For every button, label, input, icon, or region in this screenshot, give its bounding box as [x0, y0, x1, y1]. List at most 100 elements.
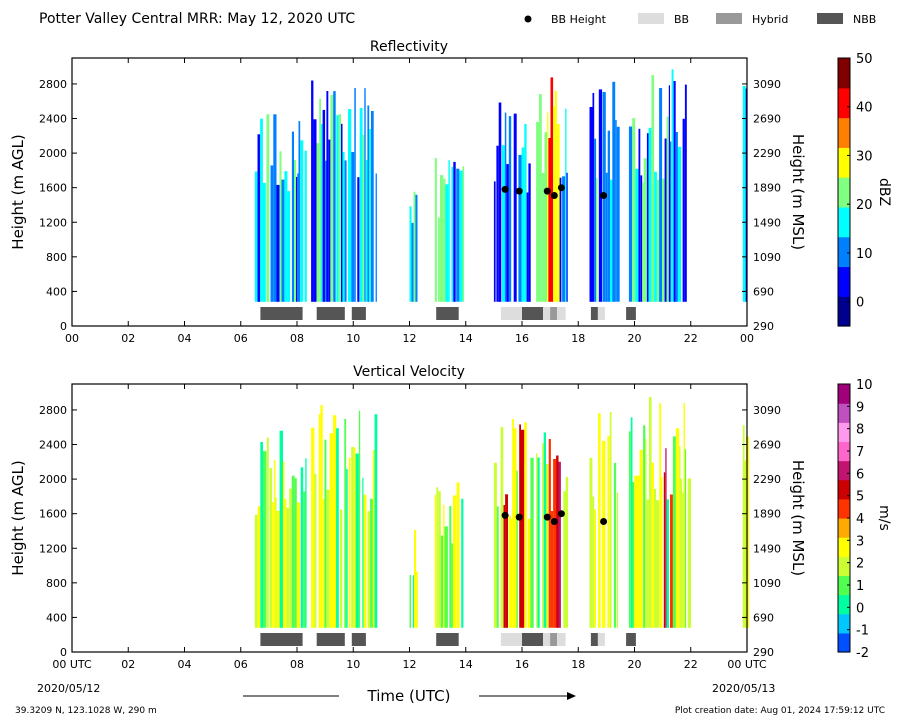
velocity-y-tick-label: 2400: [39, 439, 67, 452]
velocity-echo-column: [665, 448, 667, 628]
reflectivity-echo-column: [451, 166, 454, 302]
reflectivity-x-tick-label: 16: [515, 332, 529, 345]
reflectivity-x-tick-label: 14: [459, 332, 473, 345]
velocity-colorbar-segment: [838, 594, 850, 615]
reflectivity-echo-column: [638, 128, 641, 302]
reflectivity-echo-column: [313, 119, 317, 302]
velocity-echo-column: [670, 494, 673, 628]
velocity-echo-column: [682, 492, 684, 628]
reflectivity-x-tick-label: 22: [684, 332, 698, 345]
velocity-colorbar-tick-label: 1: [856, 579, 864, 594]
velocity-echo-column: [440, 535, 444, 628]
velocity-echo-column: [348, 457, 351, 628]
reflectivity-echo-column: [437, 217, 440, 302]
velocity-echo-column: [353, 447, 356, 628]
reflectivity-echo-column: [526, 192, 529, 302]
velocity-echo-column: [436, 487, 439, 628]
velocity-bb-height-point: [501, 511, 509, 519]
velocity-bb-height-point: [515, 513, 523, 521]
velocity-echo-column: [461, 498, 464, 628]
reflectivity-axis-ticks: 00 02 04 06 08 10 12 14 16 18 20 22 0004008001200160…: [39, 58, 781, 345]
reflectivity-x-tick-label: 06: [234, 332, 248, 345]
time-axis-arrow-head: [567, 692, 576, 700]
reflectivity-echo-column: [322, 109, 326, 302]
reflectivity-colorbar-segment: [838, 206, 850, 238]
velocity-echo-column: [367, 511, 371, 628]
velocity-echo-column: [320, 405, 323, 628]
velocity-echo-column: [594, 509, 596, 628]
reflectivity-ylabel: Height (m AGL): [9, 134, 27, 249]
velocity-echo-column: [742, 425, 745, 628]
velocity-x-tick-label: 16: [515, 658, 529, 671]
velocity-echo-column: [333, 415, 337, 628]
reflectivity-colorbar: 50 40 30 20 10 0: [837, 52, 873, 327]
velocity-colorbar-tick-label: -2: [856, 646, 869, 661]
velocity-echo-column: [311, 427, 315, 628]
reflectivity-bb-class-bar: [351, 307, 366, 320]
reflectivity-echo-column: [659, 88, 663, 302]
reflectivity-echo-column: [518, 154, 522, 302]
reflectivity-bb-class-bar: [260, 307, 303, 320]
velocity-echo-column: [663, 472, 666, 628]
reflectivity-x-tick-label: 00: [740, 332, 754, 345]
reflectivity-echo-column: [632, 118, 636, 302]
reflectivity-echo-column: [496, 145, 499, 302]
reflectivity-x-tick-label: 20: [628, 332, 642, 345]
velocity-colorbar-segment: [838, 556, 850, 577]
velocity-echo-column: [414, 530, 417, 628]
velocity-echo-column: [602, 440, 606, 628]
velocity-echo-column: [651, 462, 654, 628]
reflectivity-bb-class-bar: [436, 307, 459, 320]
velocity-y-tick-label: 2000: [39, 473, 67, 486]
velocity-echo-column: [516, 470, 518, 628]
reflectivity-echo-column: [513, 113, 517, 302]
reflectivity-echo-column: [616, 126, 620, 302]
reflectivity-echo-column: [336, 115, 339, 302]
velocity-echo-column: [634, 475, 638, 628]
reflectivity-title: Reflectivity: [370, 39, 448, 55]
reflectivity-echo-column: [364, 88, 366, 302]
start-date-label: 2020/05/12: [37, 682, 100, 695]
velocity-ylabel-right: Height (m MSL): [789, 460, 807, 576]
velocity-echo-column: [294, 478, 297, 628]
reflectivity-echo-column: [316, 143, 320, 302]
velocity-echo-column: [370, 498, 373, 628]
reflectivity-echo-column: [348, 109, 352, 302]
velocity-colorbar-tick-label: 4: [856, 512, 864, 527]
velocity-bb-points: [501, 510, 608, 525]
velocity-echo-column: [598, 413, 601, 628]
velocity-echo-column: [496, 506, 499, 628]
reflectivity-echo-column: [654, 171, 657, 302]
velocity-echo-column: [263, 451, 267, 628]
reflectivity-colorbar-tick-label: 20: [856, 198, 873, 213]
location-note: 39.3209 N, 123.1028 W, 290 m: [15, 706, 157, 716]
reflectivity-echo-column: [524, 124, 527, 302]
velocity-y-tick-label-right: 2690: [753, 439, 781, 452]
reflectivity-echo-column: [682, 118, 685, 302]
velocity-colorbar-label: m/s: [876, 505, 892, 531]
velocity-echo-column: [530, 457, 534, 628]
figure-title: Potter Valley Central MRR: May 12, 2020 …: [39, 11, 355, 27]
reflectivity-x-tick-label: 00: [65, 332, 79, 345]
velocity-bb-height-point: [550, 518, 558, 525]
velocity-y-tick-label-right: 1090: [753, 577, 781, 590]
reflectivity-y-tick-label-right: 1890: [753, 182, 781, 195]
reflectivity-y-tick-label: 2400: [39, 113, 67, 126]
reflectivity-colorbar-segment: [838, 236, 850, 268]
velocity-x-tick-label: 06: [234, 658, 248, 671]
velocity-echo-column: [493, 462, 497, 628]
velocity-colorbar-segment: [838, 460, 850, 481]
velocity-echo-column: [451, 543, 453, 628]
reflectivity-echo-column: [326, 91, 329, 302]
velocity-y-tick-label-right: 690: [753, 611, 774, 624]
velocity-x-tick-label: 10: [346, 658, 360, 671]
velocity-echo-column: [269, 468, 273, 628]
velocity-echo-column: [443, 504, 445, 628]
reflectivity-y-tick-label-right: 1490: [753, 216, 781, 229]
velocity-bb-height-point: [543, 513, 551, 521]
reflectivity-echo-column: [297, 173, 299, 302]
reflectivity-echo-column: [493, 181, 496, 302]
velocity-echo-column: [646, 499, 649, 628]
